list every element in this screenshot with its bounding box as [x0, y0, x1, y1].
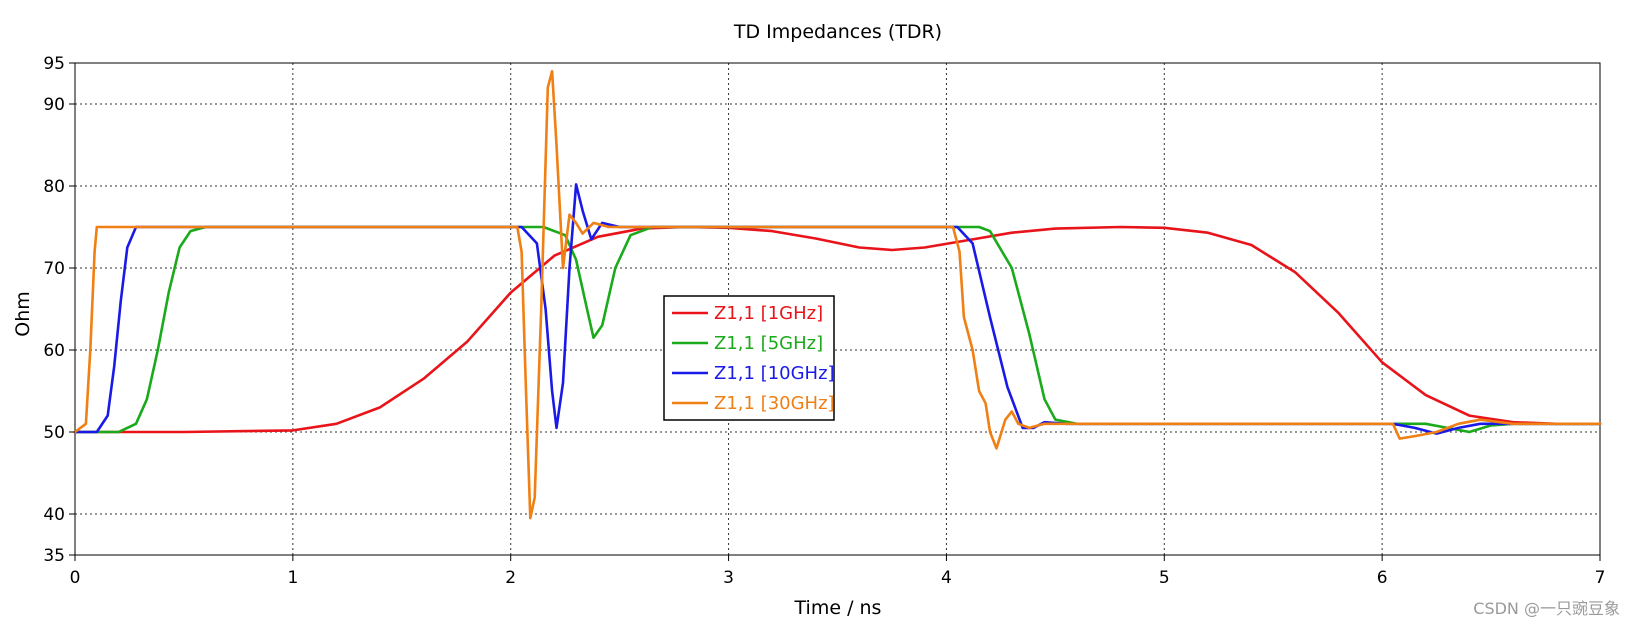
y-tick-label-7: 95 [43, 54, 65, 74]
series-line-1 [73, 225, 1602, 434]
y-axis-label: Ohm [12, 291, 34, 337]
x-tick-label-7: 7 [1595, 568, 1606, 588]
chart-title: TD Impedances (TDR) [733, 21, 942, 43]
x-tick-label-2: 2 [505, 568, 516, 588]
series-line-3 [73, 69, 1602, 520]
series-line-0 [73, 225, 1602, 434]
legend-entry-3: Z1,1 [30GHz] [714, 393, 835, 414]
legend-entry-0: Z1,1 [1GHz] [714, 303, 823, 324]
legend: Z1,1 [1GHz] Z1,1 [5GHz] Z1,1 [10GHz] Z1,1 [… [663, 295, 835, 421]
legend-entry-2: Z1,1 [10GHz] [714, 363, 835, 384]
series-line-2 [73, 183, 1602, 435]
x-axis-label: Time / ns [794, 597, 882, 619]
y-tick-label-3: 60 [43, 341, 65, 361]
series-lines [73, 69, 1602, 520]
x-tick-label-4: 4 [941, 568, 952, 588]
watermark: CSDN @一只豌豆象 [1473, 599, 1620, 618]
x-tick-label-5: 5 [1159, 568, 1170, 588]
y-tick-label-6: 90 [43, 95, 65, 115]
x-tick-label-3: 3 [723, 568, 734, 588]
legend-box [663, 295, 835, 421]
plot-area [74, 62, 1601, 556]
y-tick-label-5: 80 [43, 177, 65, 197]
legend-entry-1: Z1,1 [5GHz] [714, 333, 823, 354]
grid-lines [75, 63, 1600, 555]
x-tick-label-6: 6 [1377, 568, 1388, 588]
y-tick-label-0: 35 [43, 546, 65, 566]
x-tick-label-1: 1 [287, 568, 298, 588]
y-tick-label-1: 40 [43, 505, 65, 525]
axis-ticks: 0 1 2 3 4 5 6 7 35 40 50 60 70 80 90 95 [43, 54, 1605, 588]
y-tick-label-4: 70 [43, 259, 65, 279]
x-tick-label-0: 0 [70, 568, 81, 588]
y-tick-label-2: 50 [43, 423, 65, 443]
